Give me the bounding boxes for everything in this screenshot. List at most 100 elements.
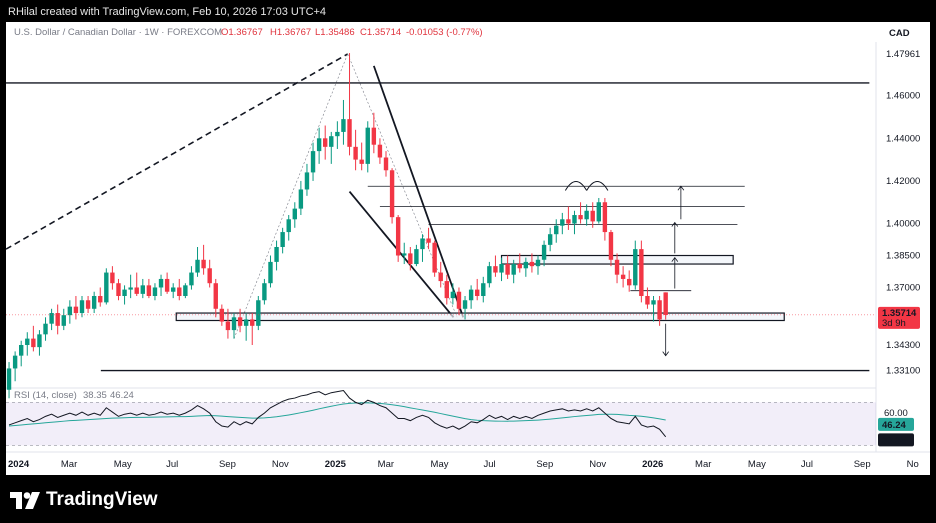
wedge-upper-line[interactable] [372,65,465,318]
candle-body [456,291,462,309]
candle [37,330,42,356]
candle [505,255,510,279]
target-arrow-up-1[interactable] [677,185,685,220]
candle-body [389,170,395,218]
candle-body [256,300,261,326]
candle [657,295,662,326]
candle-body [426,238,431,243]
candle-body [6,368,12,390]
candle-body [164,278,170,292]
candle-body [620,274,626,279]
price-tick-label: 1.37000 [886,282,920,293]
target-arrow-up-3-head [671,256,679,262]
time-tick-label: Jul [166,459,178,470]
chart-canvas[interactable]: U.S. Dollar / Canadian Dollar · 1W · FOR… [6,22,930,475]
currency-label: CAD [889,28,910,39]
candle [371,112,377,154]
candle-body [79,300,85,314]
candle-body [499,264,504,273]
candle-body [438,272,443,282]
candle [31,325,36,352]
candle [250,313,255,346]
analysis-drawings[interactable] [6,53,870,372]
candle [541,240,547,267]
rsi-value-tag-text: 38.35 [882,435,906,446]
time-tick-label: Mar [378,459,394,470]
candle [292,202,297,228]
wedge-lower-line[interactable] [348,191,455,318]
candle-body [12,355,18,369]
price-axis[interactable]: 1.47961 1.46000 1.44000 1.42000 1.40000 1.385… [886,49,920,377]
trendline-uptrend-dashed[interactable] [6,53,349,250]
candle [225,308,231,339]
time-tick-label: Sep [536,459,553,470]
target-arrow-up-3[interactable] [671,256,679,289]
candle [493,255,498,277]
candle [67,300,73,324]
candle [280,227,285,254]
candle [377,138,383,164]
double-top-arc-left[interactable] [564,181,588,191]
time-axis[interactable]: 2024 Mar May Jul Sep Nov 2025 Mar May Jul Sep Nov 20… [8,459,919,470]
rsi-ma-tag-text: 46.24 [882,420,906,431]
candle-body [201,259,206,269]
candle-body [31,338,36,348]
candle-body [353,146,358,160]
time-tick-label: 2026 [642,459,663,470]
candle-body [596,202,601,222]
tradingview-brand[interactable]: TradingView [10,489,158,511]
candle [146,278,152,299]
candle-body [602,202,608,233]
candle [219,304,225,326]
target-arrow-down-1[interactable] [662,323,669,357]
ohlc-legend: O1.36767 H1.36767 L1.35486 C1.35714 -0.0… [221,27,483,38]
candle [420,234,425,262]
price-tick-label: 1.40000 [886,219,920,230]
candle-body [67,306,73,316]
candle-body [444,281,449,299]
candle-body [116,283,121,296]
candle-body [475,289,480,296]
candle-body [237,317,243,326]
candles [6,53,668,399]
candle-body [110,272,115,284]
candle-body [19,345,24,356]
time-tick-label: Nov [589,459,606,470]
candle [116,278,121,301]
fib-guide-dashed-left[interactable] [233,53,348,339]
candle-body [304,172,310,190]
candle-body [219,308,225,322]
target-arrow-up-2[interactable] [671,221,679,254]
candle [55,304,60,335]
time-tick-label: Sep [854,459,871,470]
candle-body [481,283,486,296]
candle-body [645,295,650,305]
candle [304,163,310,196]
candle [608,229,614,267]
rsi-pane[interactable]: RSI (14, close) 38.35 46.24 60.00 46.24 … [6,390,914,447]
candle [256,295,261,331]
candle [481,276,486,303]
double-top-arc-right[interactable] [586,181,609,191]
candle [535,255,541,275]
candle-body [49,313,54,324]
time-tick-label: Mar [695,459,711,470]
rsi-ma-value-legend: 46.24 [110,390,134,401]
candle-body [140,285,145,294]
candle-body [395,217,401,256]
candle-body [195,259,200,273]
candle-body [274,246,279,262]
candle [341,99,346,145]
candle-body [383,157,389,171]
candle [189,266,194,290]
candle-body [584,210,589,220]
support-zone[interactable] [175,312,785,322]
candle [547,227,553,252]
ohlc-high: H1.36767 [270,27,311,38]
candle-body [541,244,547,260]
candle-body [104,272,109,303]
candle-body [633,249,638,286]
last-price-countdown: 3d 9h [882,318,906,329]
tradingview-logo-icon [10,491,40,509]
candle [335,121,340,149]
